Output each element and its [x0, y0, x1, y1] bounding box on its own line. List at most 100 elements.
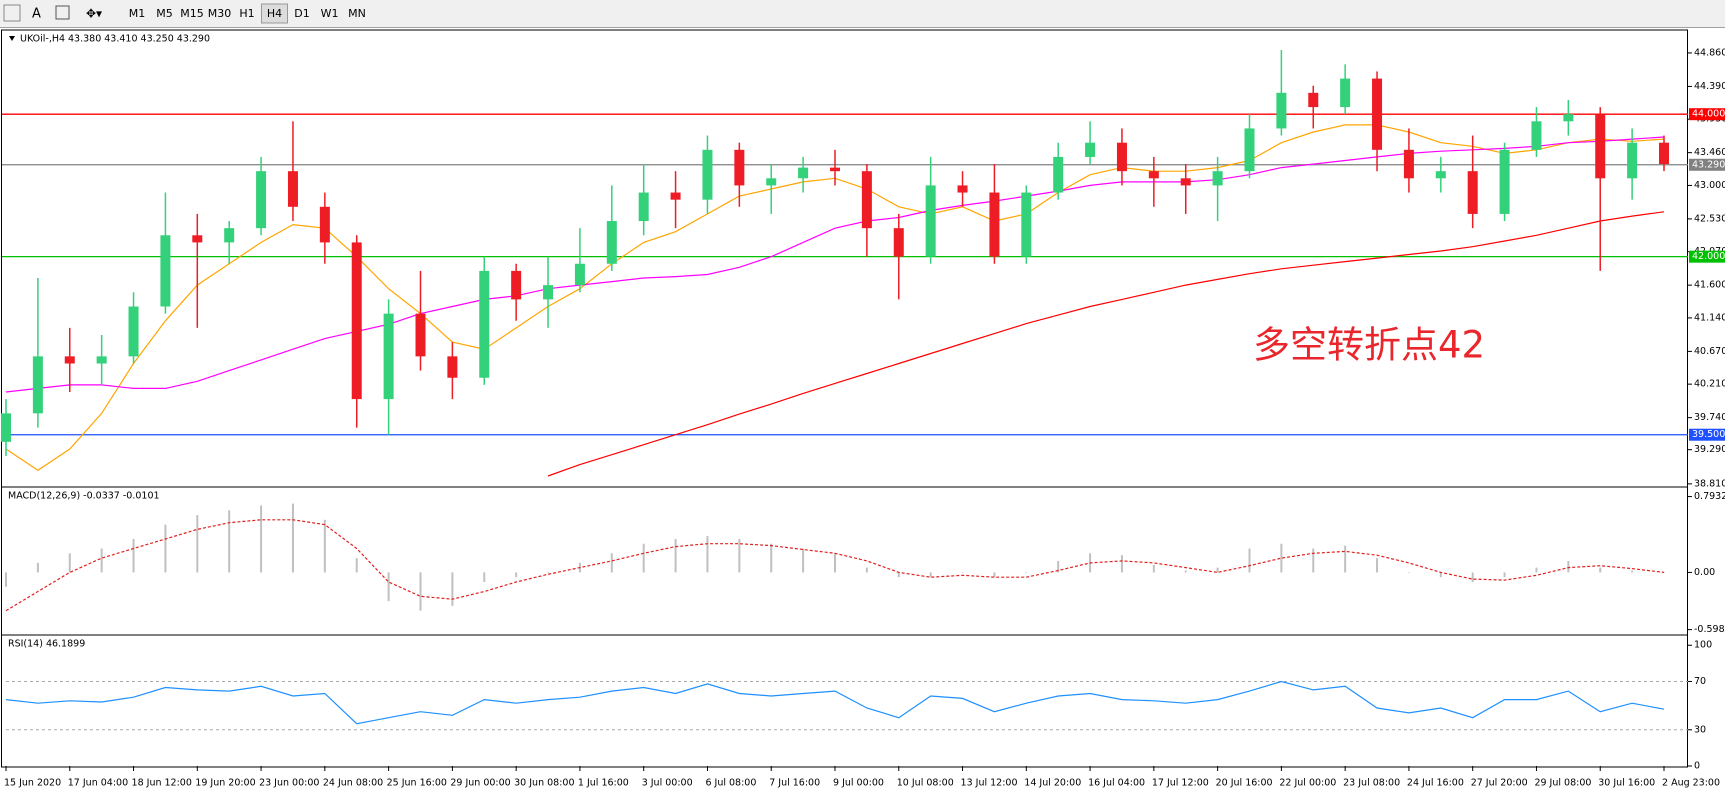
candle-body	[1531, 121, 1542, 150]
histogram-bar	[1184, 570, 1187, 573]
histogram-bar	[451, 572, 454, 606]
candle-body	[1148, 171, 1159, 179]
y-tick-label: -0.5981	[1694, 624, 1725, 635]
x-tick-label: 7 Jul 16:00	[769, 778, 820, 789]
histogram-bar	[419, 572, 422, 611]
histogram-bar	[1599, 567, 1602, 573]
histogram-bar	[323, 519, 326, 573]
x-tick-label: 29 Jul 08:00	[1534, 778, 1591, 789]
y-tick-label: 41.600	[1694, 280, 1725, 291]
candle-body	[160, 235, 171, 307]
histogram-bar	[196, 515, 199, 573]
histogram-bar	[610, 553, 613, 573]
timeframe-button[interactable]: W1	[321, 7, 339, 20]
timeframe-button[interactable]: D1	[294, 7, 309, 20]
histogram-bar	[897, 572, 900, 578]
x-tick-label: 23 Jul 08:00	[1343, 778, 1400, 789]
candle-body	[1403, 149, 1414, 179]
histogram-bar	[228, 510, 231, 573]
candle-body	[1372, 78, 1383, 150]
candle-body	[1563, 114, 1574, 122]
candle-body	[128, 306, 139, 357]
histogram-bar	[1471, 572, 1474, 582]
candle-body	[319, 206, 330, 243]
histogram-bar	[1216, 567, 1219, 573]
tool-icon[interactable]	[55, 5, 70, 20]
candle-body	[1627, 142, 1638, 179]
candle-body	[447, 356, 458, 378]
histogram-bar	[1567, 560, 1570, 573]
x-tick-label: 29 Jun 00:00	[450, 778, 510, 789]
candle-body	[32, 356, 43, 414]
candle-body	[893, 228, 904, 257]
timeframe-button[interactable]: M30	[208, 7, 232, 20]
x-tick-label: 1 Jul 16:00	[578, 778, 629, 789]
level-label-box	[1689, 428, 1725, 441]
tool-icon[interactable]	[3, 4, 21, 22]
y-tick-label: 70	[1694, 676, 1706, 687]
histogram-bar	[1344, 545, 1347, 573]
candle-body	[1212, 171, 1223, 186]
candle-body	[1, 413, 11, 442]
y-tick-label: 39.290	[1694, 444, 1725, 455]
histogram-bar	[100, 548, 103, 573]
histogram-bar	[1407, 572, 1410, 573]
x-tick-label: 24 Jun 08:00	[323, 778, 383, 789]
histogram-bar	[1535, 567, 1538, 573]
x-tick-label: 17 Jul 12:00	[1152, 778, 1209, 789]
histogram-bar	[929, 572, 932, 578]
x-tick-label: 15 Jun 2020	[4, 778, 61, 789]
y-tick-label: 38.810	[1694, 478, 1725, 489]
tool-icon[interactable]: A	[32, 7, 41, 22]
y-tick-label: 0.00	[1694, 567, 1715, 578]
histogram-bar	[770, 543, 773, 573]
x-tick-label: 18 Jun 12:00	[132, 778, 192, 789]
level-label-box	[1689, 250, 1725, 263]
active-timeframe	[261, 3, 288, 24]
candle-body	[1053, 156, 1064, 193]
price-info: 43.380 43.410 43.250 43.290	[68, 34, 210, 45]
histogram-bar	[5, 572, 7, 587]
level-label: 39.500	[1692, 429, 1725, 440]
x-tick-label: 19 Jun 20:00	[195, 778, 255, 789]
tool-icon[interactable]: ✥▾	[86, 7, 102, 21]
y-tick-label: 43.460	[1694, 147, 1725, 158]
candle-body	[606, 221, 617, 264]
histogram-bar	[547, 572, 550, 573]
candle-body	[256, 171, 267, 229]
candle-body	[766, 178, 777, 186]
histogram-bar	[164, 524, 167, 573]
candle-body	[734, 149, 745, 186]
panel-frame	[1, 634, 1688, 768]
level-label-box	[1689, 158, 1725, 171]
timeframe-button[interactable]: MN	[348, 7, 366, 20]
histogram-bar	[1120, 555, 1123, 573]
histogram-bar	[68, 553, 71, 573]
timeframe-button[interactable]: H1	[239, 7, 254, 20]
candle-body	[1435, 171, 1446, 179]
timeframe-button[interactable]: H4	[267, 7, 282, 20]
timeframe-button[interactable]: M5	[156, 7, 173, 20]
histogram-bar	[132, 538, 135, 573]
level-label: 44.000	[1692, 109, 1725, 120]
x-tick-label: 6 Jul 08:00	[705, 778, 756, 789]
histogram-bar	[1057, 560, 1060, 573]
x-tick-label: 13 Jul 12:00	[961, 778, 1018, 789]
histogram-bar	[1152, 564, 1155, 573]
x-tick-label: 30 Jul 16:00	[1598, 778, 1655, 789]
level-label: 43.290	[1692, 159, 1725, 170]
y-tick-label: 0.7932	[1694, 491, 1725, 502]
histogram-bar	[1248, 548, 1251, 573]
x-tick-label: 16 Jul 04:00	[1088, 778, 1145, 789]
timeframe-button[interactable]: M1	[129, 7, 146, 20]
histogram-bar	[1503, 572, 1506, 578]
histogram-bar	[961, 572, 964, 573]
candle-body	[1085, 142, 1096, 157]
candle-body	[1467, 171, 1478, 214]
x-tick-label: 25 Jun 16:00	[387, 778, 447, 789]
candle-body	[224, 228, 235, 243]
candle-body	[1180, 178, 1191, 186]
timeframe-button[interactable]: M15	[180, 7, 204, 20]
